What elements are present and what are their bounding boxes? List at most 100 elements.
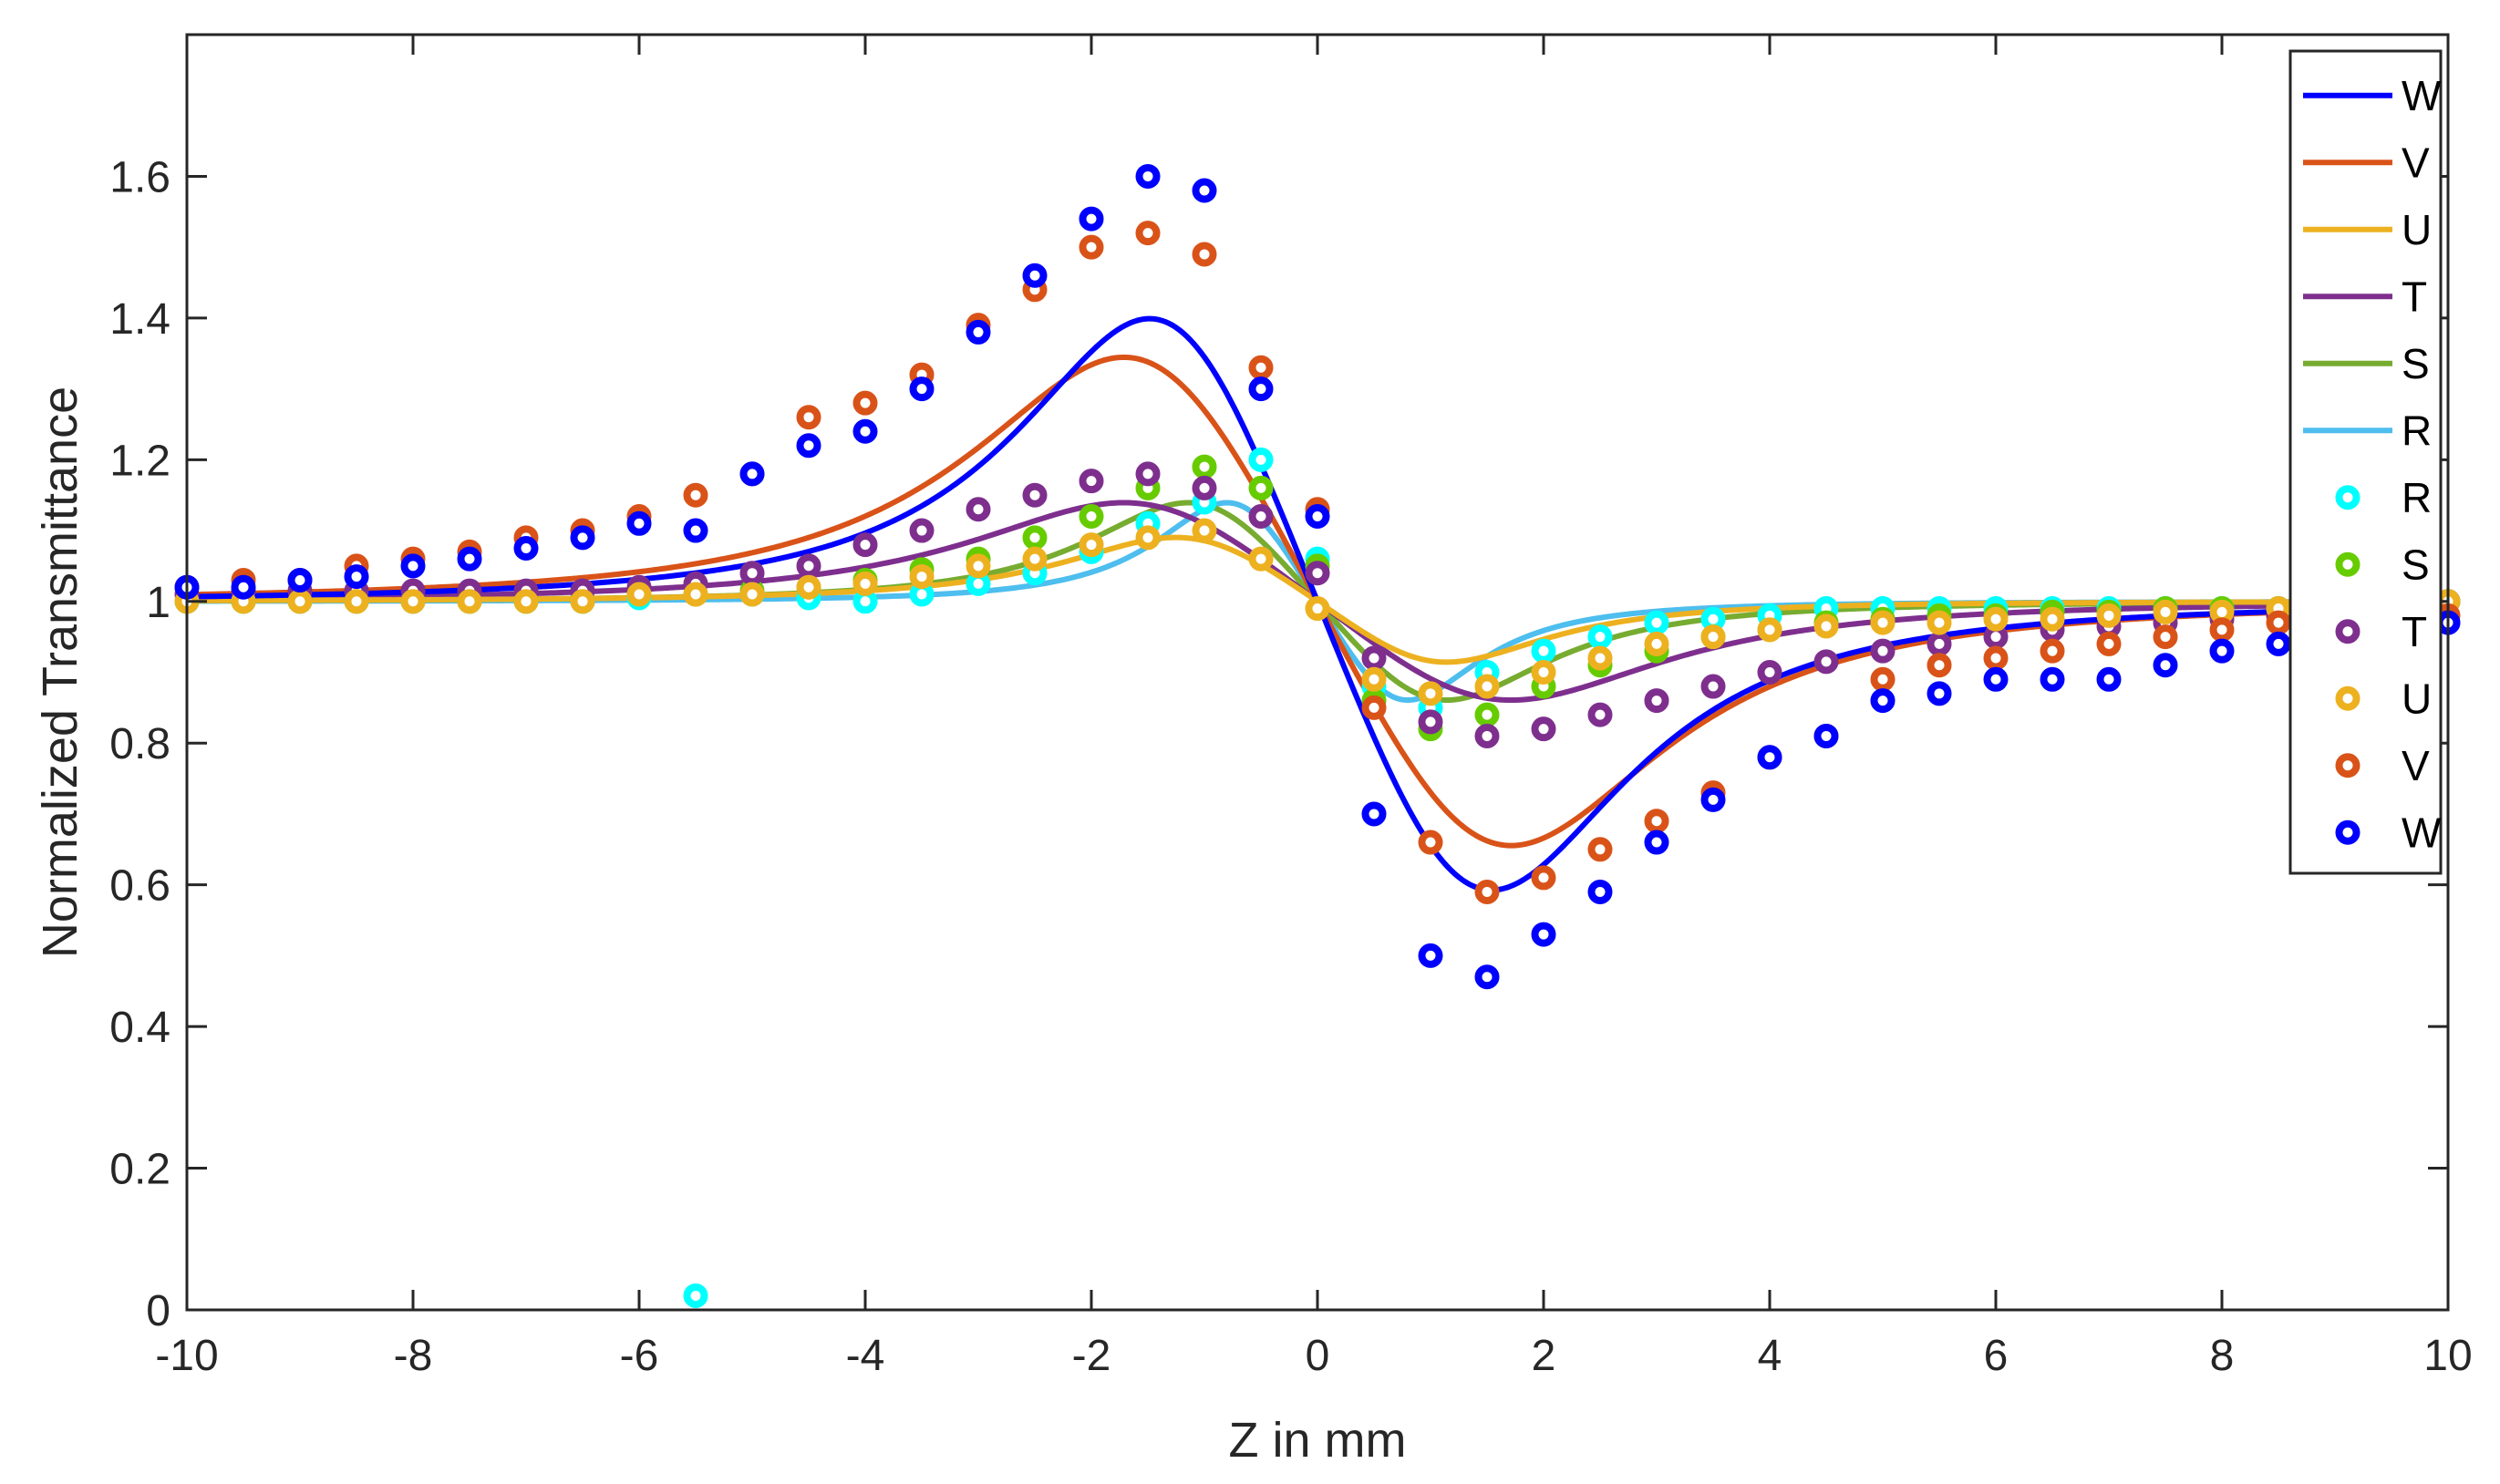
data-point-U-34	[2096, 603, 2122, 628]
x-tick-label-4: 4	[1758, 1332, 1782, 1380]
data-point-U-29	[1813, 613, 1839, 639]
data-point-T-14	[966, 497, 991, 522]
legend-label-V: V	[2402, 742, 2430, 789]
data-point-W-19	[1248, 376, 1274, 402]
y-tick-label-0.8: 0.8	[109, 720, 170, 768]
data-point-W-26	[1644, 830, 1669, 855]
data-point-W-2	[287, 567, 313, 593]
legend-label-U: U	[2402, 675, 2432, 722]
data-point-W-22	[1418, 943, 1443, 968]
data-point-U-6	[513, 589, 539, 614]
legend-swatch-marker-T	[2335, 619, 2361, 644]
data-point-W-9	[683, 518, 708, 543]
data-point-R-9	[683, 1283, 708, 1308]
data-point-U-32	[1983, 606, 2009, 632]
scatter-points	[174, 163, 2461, 1308]
legend-swatch-marker-V	[2335, 753, 2361, 778]
data-point-W-15	[1022, 263, 1048, 288]
legend-swatch-marker-U	[2335, 685, 2361, 711]
data-point-T-20	[1305, 561, 1330, 586]
legend-box	[2288, 49, 2443, 875]
legend-label-V: V	[2402, 139, 2430, 186]
y-axis-label: Normalized Transmittance	[33, 386, 88, 958]
data-point-U-26	[1644, 631, 1669, 656]
data-point-S-19	[1248, 475, 1274, 500]
data-point-W-36	[2209, 638, 2235, 664]
x-tick-label-6: 6	[1984, 1332, 2009, 1380]
data-point-R-24	[1531, 638, 1556, 664]
data-point-U-16	[1079, 532, 1104, 558]
axes: -10 -8 -6 -4 -2 0 2 4 6 8 10 0 0.2 0.4 0.6 0.8 1 1.2 1.4 1.…	[109, 33, 2473, 1380]
data-point-U-4	[400, 589, 426, 614]
data-point-T-16	[1079, 469, 1104, 494]
data-point-U-12	[852, 571, 878, 596]
data-point-V-31	[1927, 653, 1952, 678]
data-point-S-23	[1474, 702, 1500, 727]
data-point-S-16	[1079, 504, 1104, 530]
data-point-W-28	[1757, 745, 1782, 770]
data-point-W-37	[2266, 631, 2291, 656]
data-point-U-19	[1248, 546, 1274, 572]
legend-swatch-marker-W	[2335, 819, 2361, 845]
data-point-W-6	[513, 535, 539, 561]
data-point-V-26	[1644, 809, 1669, 834]
data-point-W-18	[1192, 178, 1217, 203]
y-tick-label-0.2: 0.2	[109, 1146, 170, 1194]
data-point-U-23	[1474, 674, 1500, 699]
plot-area	[174, 163, 2461, 1308]
data-point-V-12	[852, 390, 878, 416]
x-tick-label--8: -8	[394, 1332, 433, 1380]
data-point-T-25	[1587, 702, 1613, 727]
data-point-T-21	[1361, 645, 1387, 671]
data-point-T-30	[1870, 638, 1896, 664]
data-point-T-13	[909, 518, 935, 543]
x-tick-label-8: 8	[2210, 1332, 2235, 1380]
data-point-V-19	[1248, 355, 1274, 380]
data-point-T-18	[1192, 475, 1217, 500]
data-point-U-8	[626, 582, 652, 607]
data-point-T-31	[1927, 631, 1952, 656]
data-point-V-22	[1418, 830, 1443, 855]
x-tick-label-10: 10	[2423, 1332, 2472, 1380]
data-point-W-32	[1983, 666, 2009, 692]
scatter-series-U	[174, 518, 2461, 706]
data-point-T-15	[1022, 482, 1048, 508]
data-point-S-18	[1192, 454, 1217, 479]
y-tick-label-0.4: 0.4	[109, 1004, 170, 1052]
legend-label-S: S	[2402, 541, 2430, 588]
data-point-V-30	[1870, 666, 1896, 692]
data-point-W-34	[2096, 666, 2122, 692]
y-tick-label-0: 0	[146, 1287, 170, 1335]
data-point-S-15	[1022, 525, 1048, 551]
y-tick-label-1.4: 1.4	[109, 295, 170, 344]
data-point-U-7	[570, 589, 595, 614]
x-tick-label--10: -10	[155, 1332, 218, 1380]
data-point-W-17	[1135, 163, 1161, 189]
data-point-U-2	[287, 589, 313, 614]
data-point-U-18	[1192, 518, 1217, 543]
data-point-W-24	[1531, 922, 1556, 947]
data-point-V-35	[2153, 624, 2178, 650]
data-point-U-15	[1022, 546, 1048, 572]
data-point-T-22	[1418, 709, 1443, 735]
legend-label-U: U	[2402, 206, 2432, 253]
legend-label-T: T	[2402, 273, 2427, 320]
data-point-V-18	[1192, 242, 1217, 267]
data-point-W-35	[2153, 653, 2178, 678]
data-point-U-25	[1587, 645, 1613, 671]
data-point-V-9	[683, 482, 708, 508]
legend-swatch-marker-R	[2335, 485, 2361, 510]
data-point-V-36	[2209, 617, 2235, 643]
data-point-V-17	[1135, 221, 1161, 246]
data-point-W-25	[1587, 879, 1613, 904]
data-point-W-27	[1700, 787, 1726, 812]
x-tick-label-0: 0	[1306, 1332, 1330, 1380]
data-point-T-24	[1531, 716, 1556, 742]
data-point-W-13	[909, 376, 935, 402]
data-point-R-25	[1587, 624, 1613, 650]
data-point-T-27	[1700, 674, 1726, 699]
data-point-T-23	[1474, 723, 1500, 748]
data-point-W-21	[1361, 801, 1387, 827]
